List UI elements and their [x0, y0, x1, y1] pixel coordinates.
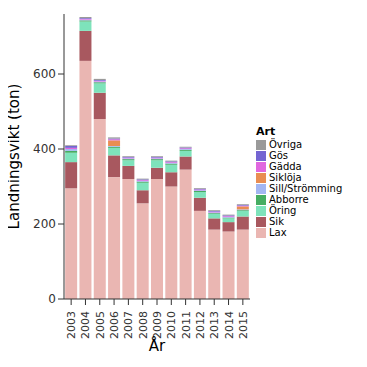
svg-text:2014: 2014 [223, 311, 236, 339]
svg-text:2013: 2013 [208, 311, 221, 339]
html-text:Gös: Gös [269, 150, 289, 161]
html-text:Övriga: Övriga [269, 139, 303, 150]
html-text:Art: Art [256, 125, 276, 138]
svg-text:600: 600 [33, 67, 56, 81]
html-text:Gädda: Gädda [269, 161, 302, 172]
svg-text:2005: 2005 [94, 311, 107, 339]
html-text:Sik: Sik [269, 216, 284, 227]
svg-text:2010: 2010 [165, 311, 178, 339]
html-text:Lax: Lax [269, 227, 287, 238]
svg-text:2004: 2004 [79, 311, 92, 339]
svg-text:År: År [149, 336, 166, 353]
svg-text:2008: 2008 [137, 311, 150, 339]
svg-text:2012: 2012 [194, 311, 207, 339]
svg-text:200: 200 [33, 217, 56, 231]
html-text:Sill/Strömming: Sill/Strömming [269, 183, 343, 194]
svg-text:2011: 2011 [180, 311, 193, 339]
svg-text:0: 0 [48, 292, 56, 306]
svg-text:2009: 2009 [151, 311, 164, 339]
html-text:Abborre: Abborre [269, 194, 309, 205]
svg-text:Landningsvikt (ton): Landningsvikt (ton) [8, 84, 23, 230]
svg-text:2003: 2003 [65, 311, 78, 339]
svg-text:2006: 2006 [108, 311, 121, 339]
svg-text:2015: 2015 [237, 311, 250, 339]
svg-text:2007: 2007 [122, 311, 135, 339]
html-text:Öring: Öring [269, 205, 297, 216]
svg-text:400: 400 [33, 142, 56, 156]
html-text:Siklöja: Siklöja [269, 172, 302, 183]
